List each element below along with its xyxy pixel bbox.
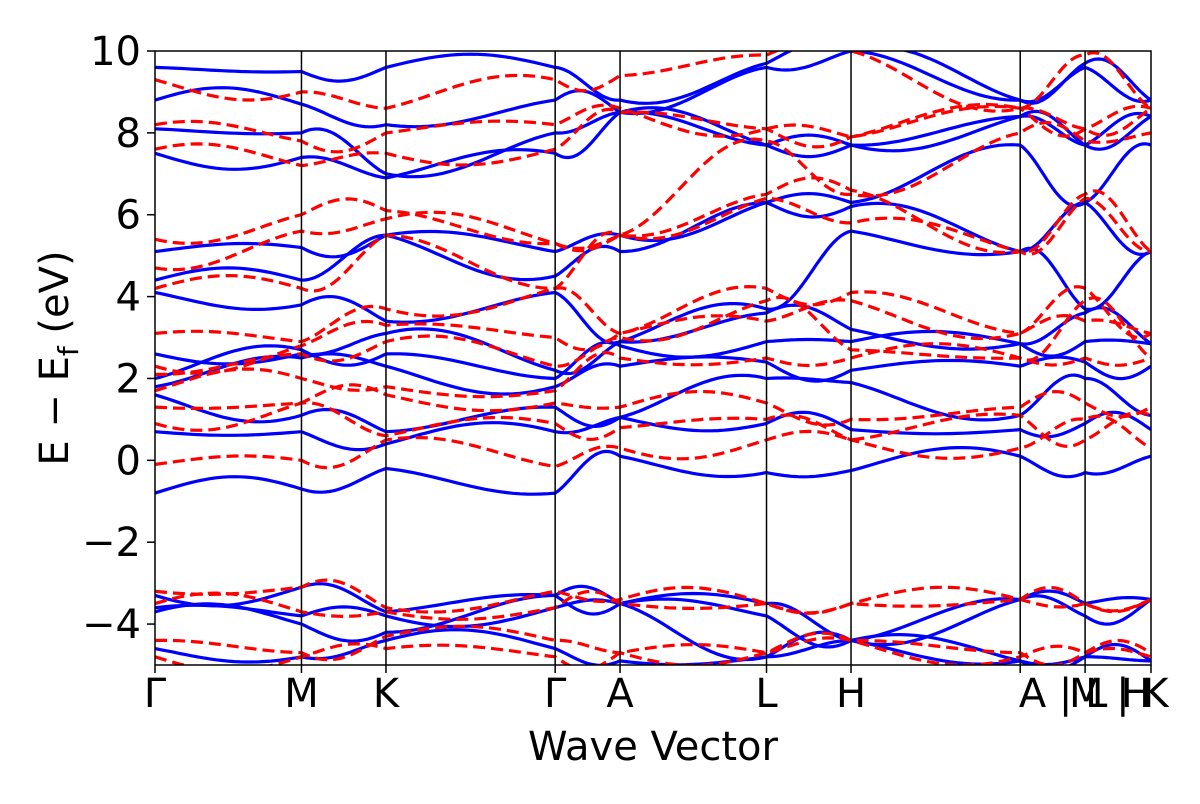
band-line-solid	[155, 446, 1151, 496]
y-tick-label: 6	[116, 193, 141, 239]
band-line-dashed	[155, 298, 1151, 375]
x-tick-label: A	[606, 671, 634, 717]
band-line-solid	[155, 584, 1151, 665]
band-line-solid	[155, 200, 1151, 282]
y-axis-title-main: E − E	[32, 356, 78, 466]
x-tick-label: H	[836, 671, 866, 717]
band-line-solid	[155, 106, 1151, 179]
y-tick-label: 0	[116, 438, 141, 484]
y-tick-label: 10	[90, 29, 141, 75]
y-axis-title-unit: (eV)	[32, 250, 78, 346]
band-line-dashed	[155, 624, 1151, 665]
band-line-dashed	[155, 285, 1151, 344]
band-line-dashed	[155, 102, 1151, 168]
y-tick-label: 4	[116, 275, 141, 321]
band-line-solid	[155, 329, 1151, 381]
x-tick-label: Γ	[144, 671, 167, 717]
bands-layer	[155, 51, 1151, 665]
band-line-solid	[155, 410, 1151, 452]
band-line-dashed	[155, 51, 1151, 113]
band-line-dashed	[155, 636, 1151, 665]
band-line-dashed	[155, 295, 1151, 376]
band-line-solid	[155, 110, 1151, 180]
x-tick-label: K	[373, 671, 401, 717]
band-line-solid	[155, 373, 1151, 434]
band-line-solid	[155, 51, 1151, 105]
y-ticks: −4 −2 0 2 4 6 8 10	[82, 29, 155, 648]
band-line-solid	[155, 582, 1151, 647]
band-line-dashed	[155, 121, 1151, 253]
x-tick-label: L	[755, 671, 778, 717]
y-tick-label: −2	[82, 520, 141, 566]
plot-frame	[154, 50, 1152, 666]
band-line-dashed	[155, 401, 1151, 460]
band-line-dashed	[155, 196, 1151, 293]
y-tick-label: 8	[116, 111, 141, 157]
band-line-dashed	[155, 342, 1151, 399]
y-tick-label: −4	[82, 602, 141, 648]
x-axis-title: Wave Vector	[528, 724, 779, 770]
kpoint-lines	[300, 51, 1086, 665]
band-line-solid	[155, 142, 1151, 259]
x-tick-label: Γ	[544, 671, 567, 717]
y-axis-title-sub: f	[52, 345, 85, 356]
band-line-solid	[155, 594, 1151, 649]
band-line-dashed	[155, 411, 1151, 470]
x-tick-label: H	[1121, 671, 1151, 717]
band-line-dashed	[155, 578, 1151, 615]
x-tick-label: A | L	[1019, 671, 1108, 717]
y-tick-label: 2	[116, 356, 141, 402]
band-line-dashed	[155, 383, 1151, 427]
y-axis-title: E − Ef (eV)	[32, 250, 85, 465]
x-tick-label: M	[284, 671, 319, 717]
band-line-solid	[155, 229, 1151, 345]
x-tick-label: M | K	[1069, 671, 1170, 717]
band-line-dashed	[155, 585, 1151, 621]
